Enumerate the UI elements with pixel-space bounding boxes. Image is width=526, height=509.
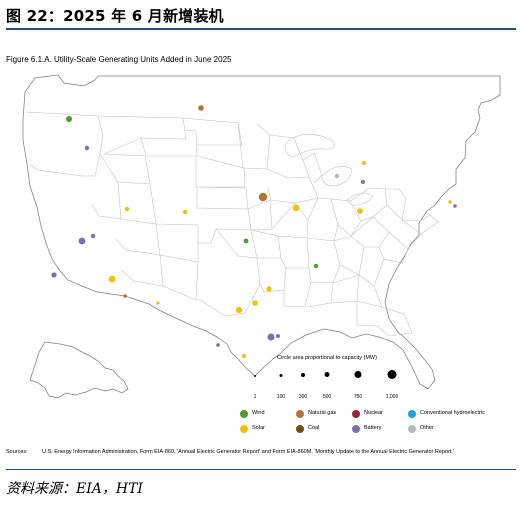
legend-title: Circle area proportional to capacity (MW… xyxy=(277,355,377,361)
battery-marker xyxy=(90,233,96,239)
natural-gas-marker xyxy=(198,105,204,111)
size-dot-icon xyxy=(324,372,330,377)
wind-marker xyxy=(243,238,249,244)
solar-marker xyxy=(362,161,366,165)
battery-marker xyxy=(78,237,86,245)
legend-label: Nuclear xyxy=(364,410,383,416)
battery-marker xyxy=(361,180,365,184)
size-dot-icon xyxy=(354,371,362,378)
other-icon xyxy=(408,425,416,433)
coal-icon xyxy=(296,425,304,433)
legend-label: Wind xyxy=(252,410,265,416)
legend-label: Other xyxy=(420,425,434,431)
great-lakes xyxy=(284,134,374,206)
solar-marker xyxy=(235,306,243,314)
size-legend-item-100: 100 xyxy=(266,363,296,407)
battery-marker xyxy=(276,334,280,338)
us-outline xyxy=(22,74,501,390)
type-legend: Wind Natural gas Nuclear Conventional hy… xyxy=(240,409,510,439)
sources-text: U.S. Energy Information Administration, … xyxy=(42,449,455,455)
wind-marker xyxy=(66,116,72,122)
battery-marker xyxy=(84,145,90,151)
size-label: 1,000 xyxy=(385,394,399,400)
solar-marker xyxy=(357,208,363,214)
battery-marker xyxy=(216,343,220,347)
nuclear-icon xyxy=(352,410,360,418)
solar-marker xyxy=(292,204,300,212)
solar-marker xyxy=(448,200,452,204)
solar-icon xyxy=(240,425,248,433)
size-dot-icon xyxy=(301,373,305,377)
battery-marker xyxy=(267,333,275,341)
bottom-divider xyxy=(6,469,516,470)
size-legend: 1 100 300 500 750 1,000 xyxy=(240,363,510,407)
top-divider xyxy=(6,28,516,30)
size-dot-icon xyxy=(254,375,256,377)
solar-marker xyxy=(252,300,258,306)
figure-title: Figure 6.1.A. Utility-Scale Generating U… xyxy=(6,55,232,64)
solar-marker xyxy=(124,206,130,212)
battery-marker xyxy=(453,204,457,208)
other-marker xyxy=(334,173,340,179)
size-legend-item-750: 750 xyxy=(343,363,373,407)
wind-marker xyxy=(313,263,319,269)
legend-label: Battery xyxy=(364,425,382,431)
size-label: 500 xyxy=(322,394,332,400)
solar-marker xyxy=(182,209,188,215)
map-points xyxy=(51,105,457,358)
solar-marker xyxy=(108,275,116,283)
size-dot-icon xyxy=(279,374,283,377)
solar-marker xyxy=(242,354,246,358)
hydro-icon xyxy=(408,410,416,418)
alaska-outline xyxy=(29,341,129,399)
battery-marker xyxy=(51,272,57,278)
legend-label: Conventional hydroelectric xyxy=(420,410,485,416)
sources-label: Sources: xyxy=(6,449,28,455)
page-source: 资料来源：EIA，HTI xyxy=(6,481,143,497)
size-legend-item-500: 500 xyxy=(312,363,342,407)
size-legend-item-1000: 1,000 xyxy=(377,363,407,407)
legend-label: Natural gas xyxy=(308,410,337,416)
solar-marker xyxy=(266,286,272,292)
page-title: 图 22：2025 年 6 月新增装机 xyxy=(6,7,224,25)
battery-icon xyxy=(352,425,360,433)
size-label: 100 xyxy=(276,394,286,400)
size-legend-item-300: 300 xyxy=(288,363,318,407)
size-label: 750 xyxy=(353,394,363,400)
solar-marker xyxy=(156,301,160,305)
legend-panel: Circle area proportional to capacity (MW… xyxy=(240,355,510,445)
size-dot-icon xyxy=(387,370,397,379)
size-label: 1 xyxy=(253,394,257,400)
legend-label: Solar xyxy=(252,425,265,431)
wind-icon xyxy=(240,410,248,418)
size-label: 300 xyxy=(298,394,308,400)
state-borders xyxy=(25,111,439,337)
legend-label: Coal xyxy=(308,425,320,431)
size-legend-item-1: 1 xyxy=(240,363,270,407)
natural-gas-icon xyxy=(296,410,304,418)
natural-gas-marker xyxy=(258,192,268,202)
natural-gas-marker xyxy=(123,294,127,298)
